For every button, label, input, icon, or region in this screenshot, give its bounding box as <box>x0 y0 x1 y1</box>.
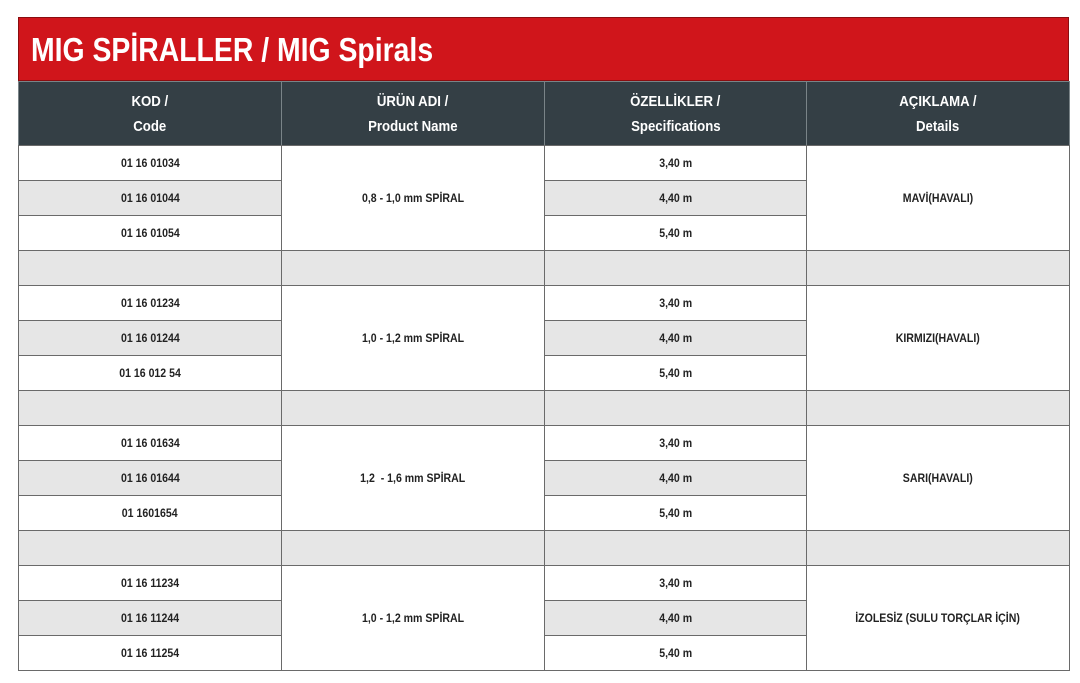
title-bar: MIG SPİRALLER / MIG Spirals <box>18 17 1069 81</box>
cell-text: SARI(HAVALI) <box>902 471 973 485</box>
spec-cell: 5,40 m <box>544 495 807 531</box>
spec-cell: 4,40 m <box>544 600 807 636</box>
code-cell: 01 16 01644 <box>18 460 282 496</box>
cell-text: 3,40 m <box>659 436 692 450</box>
code-cell: 01 16 01634 <box>18 425 282 461</box>
spec-cell: 5,40 m <box>544 355 807 391</box>
spacer-cell <box>806 530 1070 566</box>
spec-cell: 3,40 m <box>544 145 807 181</box>
cell-text: 4,40 m <box>659 331 692 345</box>
header-cell: ÜRÜN ADI / Product Name <box>281 81 545 146</box>
code-cell: 01 16 11244 <box>18 600 282 636</box>
spec-cell: 3,40 m <box>544 285 807 321</box>
cell-text: 4,40 m <box>659 611 692 625</box>
product-cell: 0,8 - 1,0 mm SPİRAL <box>281 145 545 251</box>
cell-text: ÜRÜN ADI / <box>377 92 449 110</box>
spec-cell: 4,40 m <box>544 320 807 356</box>
cell-text: KOD / <box>131 92 169 110</box>
cell-text: 5,40 m <box>659 366 692 380</box>
spacer-cell <box>281 530 545 566</box>
spec-cell: 4,40 m <box>544 180 807 216</box>
cell-text: 01 16 11244 <box>120 611 180 625</box>
spacer-cell <box>18 530 282 566</box>
cell-text: 1,0 - 1,2 mm SPİRAL <box>361 611 465 625</box>
header-cell: AÇIKLAMA / Details <box>806 81 1070 146</box>
spacer-cell <box>544 530 807 566</box>
code-cell: 01 16 11234 <box>18 565 282 601</box>
cell-text: 3,40 m <box>659 576 692 590</box>
cell-text: 01 1601654 <box>122 506 178 520</box>
spec-cell: 3,40 m <box>544 425 807 461</box>
cell-text: 01 16 012 54 <box>119 366 181 380</box>
spacer-cell <box>544 390 807 426</box>
spacer-cell <box>806 250 1070 286</box>
cell-text: 5,40 m <box>659 646 692 660</box>
code-cell: 01 16 012 54 <box>18 355 282 391</box>
cell-text: 01 16 01044 <box>120 191 180 205</box>
cell-text: 5,40 m <box>659 226 692 240</box>
spec-cell: 5,40 m <box>544 215 807 251</box>
cell-text: Specifications <box>630 117 721 135</box>
code-cell: 01 16 01054 <box>18 215 282 251</box>
cell-text: 3,40 m <box>659 296 692 310</box>
cell-text: KIRMIZI(HAVALI) <box>895 331 981 345</box>
details-cell: SARI(HAVALI) <box>806 425 1070 531</box>
cell-text: 1,0 - 1,2 mm SPİRAL <box>361 331 465 345</box>
spacer-cell <box>18 250 282 286</box>
cell-text: Code <box>133 117 167 135</box>
cell-text: 01 16 01054 <box>120 226 180 240</box>
cell-text: 0,8 - 1,0 mm SPİRAL <box>361 191 465 205</box>
spec-cell: 4,40 m <box>544 460 807 496</box>
header-cell: KOD / Code <box>18 81 282 146</box>
cell-text: AÇIKLAMA / <box>899 92 977 110</box>
code-cell: 01 16 01244 <box>18 320 282 356</box>
cell-text: Details <box>916 117 960 135</box>
code-cell: 01 16 01234 <box>18 285 282 321</box>
spec-cell: 3,40 m <box>544 565 807 601</box>
cell-text: 5,40 m <box>659 506 692 520</box>
header-cell: ÖZELLİKLER / Specifications <box>544 81 807 146</box>
cell-text: 3,40 m <box>659 156 692 170</box>
spec-cell: 5,40 m <box>544 635 807 671</box>
cell-text: 01 16 11254 <box>120 646 180 660</box>
product-cell: 1,0 - 1,2 mm SPİRAL <box>281 565 545 671</box>
cell-text: 1,2 - 1,6 mm SPİRAL <box>360 471 466 485</box>
spacer-cell <box>18 390 282 426</box>
cell-text: 4,40 m <box>659 191 692 205</box>
cell-text: MAVİ(HAVALI) <box>902 191 974 205</box>
cell-text: 01 16 01244 <box>120 331 180 345</box>
code-cell: 01 16 01044 <box>18 180 282 216</box>
product-cell: 1,0 - 1,2 mm SPİRAL <box>281 285 545 391</box>
title: MIG SPİRALLER / MIG Spirals <box>31 31 434 68</box>
cell-text: ÖZELLİKLER / <box>630 92 721 110</box>
cell-text: İZOLESİZ (SULU TORÇLAR İÇİN) <box>855 611 1021 625</box>
details-cell: KIRMIZI(HAVALI) <box>806 285 1070 391</box>
spacer-cell <box>281 390 545 426</box>
cell-text: 01 16 01644 <box>120 471 180 485</box>
cell-text: 01 16 01634 <box>120 436 180 450</box>
code-cell: 01 16 01034 <box>18 145 282 181</box>
spacer-cell <box>281 250 545 286</box>
cell-text: Product Name <box>368 117 458 135</box>
details-cell: İZOLESİZ (SULU TORÇLAR İÇİN) <box>806 565 1070 671</box>
cell-text: 4,40 m <box>659 471 692 485</box>
code-cell: 01 16 11254 <box>18 635 282 671</box>
details-cell: MAVİ(HAVALI) <box>806 145 1070 251</box>
spacer-cell <box>806 390 1070 426</box>
cell-text: 01 16 01034 <box>120 156 180 170</box>
cell-text: 01 16 11234 <box>120 576 180 590</box>
code-cell: 01 1601654 <box>18 495 282 531</box>
spacer-cell <box>544 250 807 286</box>
cell-text: 01 16 01234 <box>120 296 180 310</box>
product-cell: 1,2 - 1,6 mm SPİRAL <box>281 425 545 531</box>
